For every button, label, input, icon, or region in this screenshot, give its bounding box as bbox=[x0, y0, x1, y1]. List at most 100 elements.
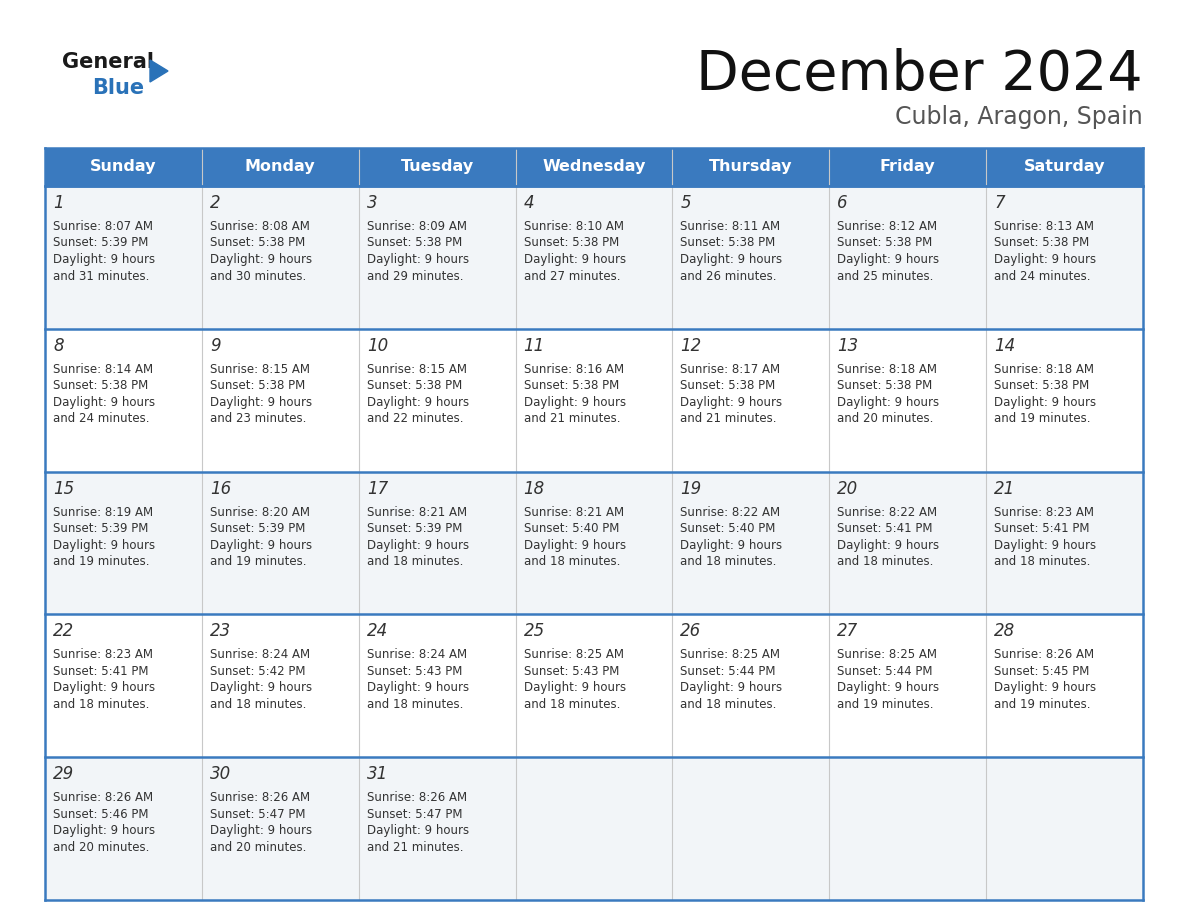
Text: and 21 minutes.: and 21 minutes. bbox=[367, 841, 463, 854]
Text: and 19 minutes.: and 19 minutes. bbox=[53, 555, 150, 568]
Text: Daylight: 9 hours: Daylight: 9 hours bbox=[210, 539, 312, 552]
Text: and 31 minutes.: and 31 minutes. bbox=[53, 270, 150, 283]
Text: December 2024: December 2024 bbox=[696, 48, 1143, 102]
Text: Sunset: 5:38 PM: Sunset: 5:38 PM bbox=[210, 237, 305, 250]
Text: 14: 14 bbox=[994, 337, 1016, 354]
Text: Daylight: 9 hours: Daylight: 9 hours bbox=[367, 824, 469, 837]
Text: 15: 15 bbox=[53, 479, 74, 498]
Text: 7: 7 bbox=[994, 194, 1005, 212]
Bar bbox=[45, 148, 1143, 186]
Text: Sunset: 5:45 PM: Sunset: 5:45 PM bbox=[994, 665, 1089, 677]
Text: General: General bbox=[62, 52, 154, 72]
Text: Daylight: 9 hours: Daylight: 9 hours bbox=[53, 539, 156, 552]
Text: and 23 minutes.: and 23 minutes. bbox=[210, 412, 307, 425]
Text: 22: 22 bbox=[53, 622, 74, 641]
Text: Daylight: 9 hours: Daylight: 9 hours bbox=[681, 253, 783, 266]
Text: 27: 27 bbox=[838, 622, 859, 641]
Text: Sunrise: 8:18 AM: Sunrise: 8:18 AM bbox=[994, 363, 1094, 375]
Text: Sunset: 5:38 PM: Sunset: 5:38 PM bbox=[681, 379, 776, 392]
Text: Sunrise: 8:26 AM: Sunrise: 8:26 AM bbox=[994, 648, 1094, 661]
Text: Daylight: 9 hours: Daylight: 9 hours bbox=[681, 681, 783, 694]
Text: Sunset: 5:41 PM: Sunset: 5:41 PM bbox=[838, 522, 933, 535]
Text: Daylight: 9 hours: Daylight: 9 hours bbox=[994, 681, 1097, 694]
Text: Sunrise: 8:09 AM: Sunrise: 8:09 AM bbox=[367, 220, 467, 233]
Text: Daylight: 9 hours: Daylight: 9 hours bbox=[367, 253, 469, 266]
Text: Daylight: 9 hours: Daylight: 9 hours bbox=[838, 681, 940, 694]
Text: Daylight: 9 hours: Daylight: 9 hours bbox=[367, 681, 469, 694]
Text: Daylight: 9 hours: Daylight: 9 hours bbox=[994, 539, 1097, 552]
Text: Sunrise: 8:21 AM: Sunrise: 8:21 AM bbox=[524, 506, 624, 519]
Text: Sunset: 5:38 PM: Sunset: 5:38 PM bbox=[681, 237, 776, 250]
Text: Sunrise: 8:12 AM: Sunrise: 8:12 AM bbox=[838, 220, 937, 233]
Text: Sunset: 5:46 PM: Sunset: 5:46 PM bbox=[53, 808, 148, 821]
Text: 31: 31 bbox=[367, 766, 388, 783]
Text: and 19 minutes.: and 19 minutes. bbox=[210, 555, 307, 568]
Text: Sunrise: 8:21 AM: Sunrise: 8:21 AM bbox=[367, 506, 467, 519]
Text: 3: 3 bbox=[367, 194, 378, 212]
Text: Sunset: 5:38 PM: Sunset: 5:38 PM bbox=[524, 237, 619, 250]
Text: 20: 20 bbox=[838, 479, 859, 498]
Text: Daylight: 9 hours: Daylight: 9 hours bbox=[524, 253, 626, 266]
Text: Sunset: 5:38 PM: Sunset: 5:38 PM bbox=[838, 379, 933, 392]
Text: Sunset: 5:41 PM: Sunset: 5:41 PM bbox=[994, 522, 1089, 535]
Text: Daylight: 9 hours: Daylight: 9 hours bbox=[681, 396, 783, 409]
Text: and 18 minutes.: and 18 minutes. bbox=[53, 698, 150, 711]
Text: Sunset: 5:40 PM: Sunset: 5:40 PM bbox=[681, 522, 776, 535]
Text: Sunrise: 8:15 AM: Sunrise: 8:15 AM bbox=[367, 363, 467, 375]
Text: Daylight: 9 hours: Daylight: 9 hours bbox=[210, 681, 312, 694]
Text: 16: 16 bbox=[210, 479, 232, 498]
Text: 5: 5 bbox=[681, 194, 691, 212]
Text: Sunset: 5:38 PM: Sunset: 5:38 PM bbox=[994, 237, 1089, 250]
Text: Wednesday: Wednesday bbox=[542, 160, 646, 174]
Text: 11: 11 bbox=[524, 337, 545, 354]
Bar bbox=[45, 614, 1143, 757]
Text: Sunrise: 8:13 AM: Sunrise: 8:13 AM bbox=[994, 220, 1094, 233]
Text: Sunset: 5:42 PM: Sunset: 5:42 PM bbox=[210, 665, 305, 677]
Text: and 19 minutes.: and 19 minutes. bbox=[994, 412, 1091, 425]
Text: 10: 10 bbox=[367, 337, 388, 354]
Text: 26: 26 bbox=[681, 622, 702, 641]
Text: Friday: Friday bbox=[880, 160, 935, 174]
Text: and 18 minutes.: and 18 minutes. bbox=[681, 698, 777, 711]
Text: Sunset: 5:41 PM: Sunset: 5:41 PM bbox=[53, 665, 148, 677]
Text: Sunrise: 8:26 AM: Sunrise: 8:26 AM bbox=[367, 791, 467, 804]
Text: and 21 minutes.: and 21 minutes. bbox=[524, 412, 620, 425]
Text: and 24 minutes.: and 24 minutes. bbox=[994, 270, 1091, 283]
Text: Sunrise: 8:25 AM: Sunrise: 8:25 AM bbox=[681, 648, 781, 661]
Text: Sunset: 5:43 PM: Sunset: 5:43 PM bbox=[367, 665, 462, 677]
Text: Sunrise: 8:24 AM: Sunrise: 8:24 AM bbox=[210, 648, 310, 661]
Text: Sunrise: 8:23 AM: Sunrise: 8:23 AM bbox=[53, 648, 153, 661]
Text: and 27 minutes.: and 27 minutes. bbox=[524, 270, 620, 283]
Text: Daylight: 9 hours: Daylight: 9 hours bbox=[681, 539, 783, 552]
Text: 21: 21 bbox=[994, 479, 1016, 498]
Polygon shape bbox=[150, 60, 168, 82]
Text: Sunrise: 8:08 AM: Sunrise: 8:08 AM bbox=[210, 220, 310, 233]
Text: 17: 17 bbox=[367, 479, 388, 498]
Text: and 20 minutes.: and 20 minutes. bbox=[838, 412, 934, 425]
Text: Sunset: 5:47 PM: Sunset: 5:47 PM bbox=[210, 808, 305, 821]
Text: Sunrise: 8:11 AM: Sunrise: 8:11 AM bbox=[681, 220, 781, 233]
Text: Sunrise: 8:20 AM: Sunrise: 8:20 AM bbox=[210, 506, 310, 519]
Text: Tuesday: Tuesday bbox=[400, 160, 474, 174]
Text: Daylight: 9 hours: Daylight: 9 hours bbox=[524, 396, 626, 409]
Text: 24: 24 bbox=[367, 622, 388, 641]
Text: Sunset: 5:43 PM: Sunset: 5:43 PM bbox=[524, 665, 619, 677]
Text: Daylight: 9 hours: Daylight: 9 hours bbox=[53, 396, 156, 409]
Text: Sunset: 5:39 PM: Sunset: 5:39 PM bbox=[53, 237, 148, 250]
Text: Saturday: Saturday bbox=[1024, 160, 1105, 174]
Text: Sunset: 5:47 PM: Sunset: 5:47 PM bbox=[367, 808, 462, 821]
Text: and 20 minutes.: and 20 minutes. bbox=[53, 841, 150, 854]
Text: Sunset: 5:38 PM: Sunset: 5:38 PM bbox=[367, 237, 462, 250]
Text: Daylight: 9 hours: Daylight: 9 hours bbox=[994, 253, 1097, 266]
Text: and 18 minutes.: and 18 minutes. bbox=[838, 555, 934, 568]
Text: and 18 minutes.: and 18 minutes. bbox=[367, 698, 463, 711]
Text: Daylight: 9 hours: Daylight: 9 hours bbox=[994, 396, 1097, 409]
Text: 6: 6 bbox=[838, 194, 848, 212]
Text: Sunrise: 8:16 AM: Sunrise: 8:16 AM bbox=[524, 363, 624, 375]
Text: Daylight: 9 hours: Daylight: 9 hours bbox=[210, 824, 312, 837]
Text: Sunset: 5:38 PM: Sunset: 5:38 PM bbox=[994, 379, 1089, 392]
Text: and 18 minutes.: and 18 minutes. bbox=[681, 555, 777, 568]
Text: and 19 minutes.: and 19 minutes. bbox=[838, 698, 934, 711]
Text: Sunset: 5:38 PM: Sunset: 5:38 PM bbox=[367, 379, 462, 392]
Text: Sunrise: 8:22 AM: Sunrise: 8:22 AM bbox=[681, 506, 781, 519]
